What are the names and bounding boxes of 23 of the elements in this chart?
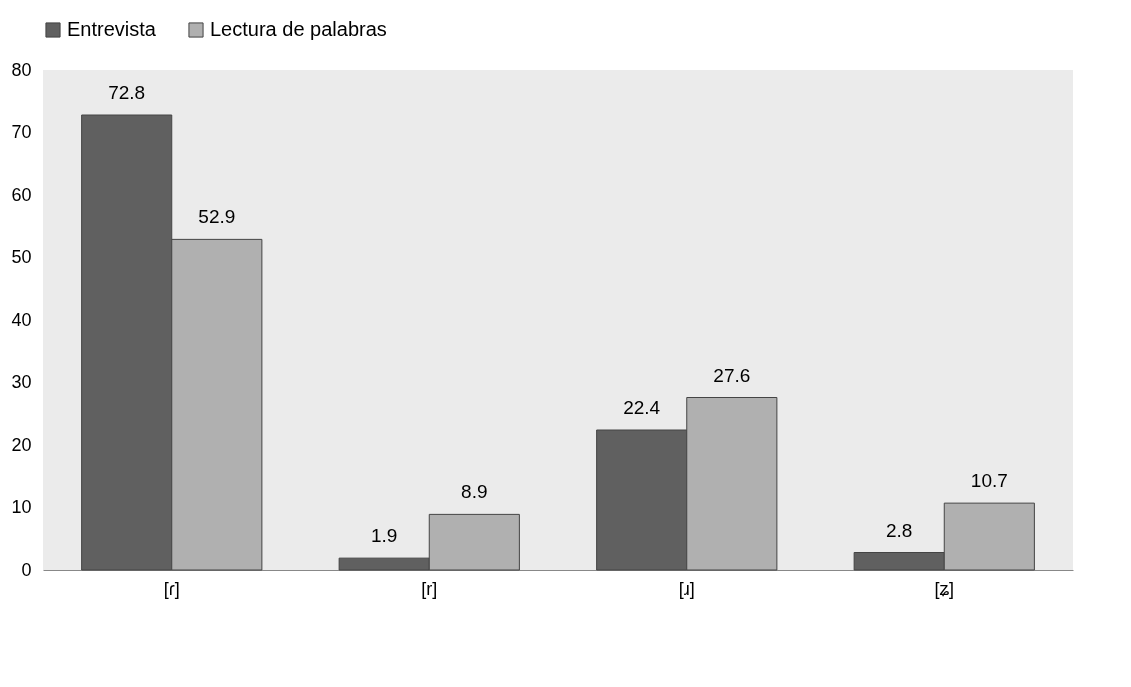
y-tick-label: 20	[11, 434, 32, 455]
y-tick-label: 0	[21, 559, 32, 580]
x-tick-label: [r]	[421, 578, 438, 599]
data-label: 52.9	[198, 206, 236, 228]
x-tick-label: [ʑ]	[934, 578, 955, 599]
data-label: 27.6	[713, 364, 751, 386]
y-tick-label: 50	[11, 247, 32, 267]
x-tick-label: [ɾ]	[163, 578, 180, 599]
data-label: 10.7	[970, 470, 1008, 492]
data-label: 22.4	[623, 397, 661, 418]
y-tick-label: 80	[11, 59, 32, 80]
y-tick-label: 70	[11, 122, 32, 142]
data-label: 72.8	[108, 82, 146, 103]
y-tick-label: 60	[11, 184, 32, 205]
y-tick-label: 40	[11, 309, 32, 330]
x-tick-label: [ɹ]	[678, 578, 695, 599]
data-label: 1.9	[370, 525, 398, 547]
y-tick-label: 10	[11, 497, 32, 517]
legend-label: Lectura de palabras	[210, 18, 387, 40]
y-tick-label: 30	[11, 372, 32, 392]
data-label: 2.8	[885, 519, 913, 541]
data-label: 8.9	[461, 481, 488, 503]
legend-label: Entrevista	[67, 18, 157, 40]
